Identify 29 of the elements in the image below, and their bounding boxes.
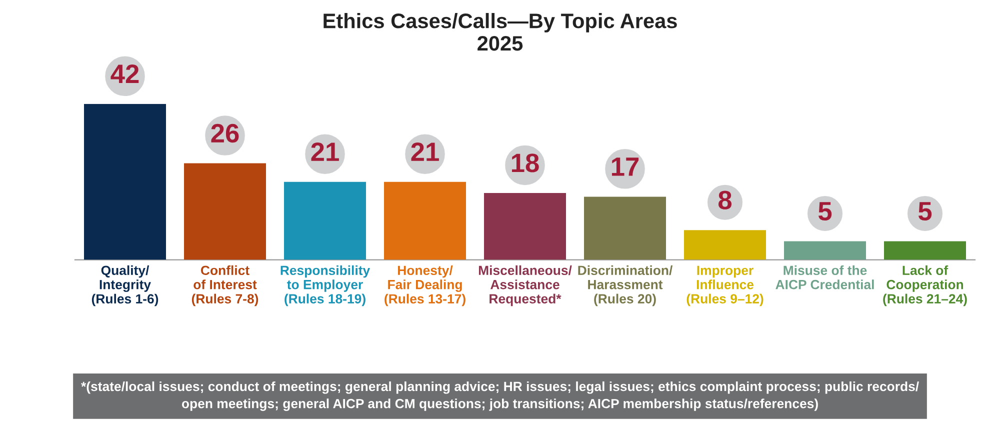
x-tick-label: Honesty/ Fair Dealing (Rules 13-17): [384, 265, 466, 306]
x-tick-label: Miscellaneous/ Assistance Requested*: [478, 265, 572, 306]
data-label: 8: [718, 190, 732, 210]
text: *(state/local issues; conduct of meetings; general planning advice; HR issues; legal issues; ethics complaint process; public records/ open meetings; general AICP and CM questions; job transitions; AICP membership status/references): [81, 381, 919, 411]
x-tick-label: Misuse of the AICP Credential: [776, 265, 874, 290]
data-label: 21: [411, 142, 439, 161]
data-label: 17: [612, 158, 639, 176]
x-tick-label: Responsibility to Employer (Rules 18-19): [280, 265, 370, 306]
bar: [484, 192, 566, 260]
data-label: 21: [311, 142, 339, 161]
bar: [284, 182, 366, 260]
bar: [784, 241, 866, 260]
bar: [84, 104, 166, 260]
data-label: 26: [211, 124, 239, 143]
x-tick-label: Lack of Cooperation (Rules 21–24): [883, 265, 967, 306]
x-tick-label: Quality/ Integrity (Rules 1-6): [92, 265, 158, 306]
bar: [184, 163, 266, 260]
x-tick-label: Improper Influence (Rules 9–12): [686, 266, 764, 306]
data-label: 5: [918, 202, 932, 221]
data-label: 18: [512, 154, 539, 172]
x-tick-label: Discrimination/ Harassment (Rules 20): [578, 265, 673, 306]
bar: [684, 230, 766, 260]
data-label: 5: [818, 202, 832, 221]
bar: [584, 196, 666, 260]
bar: [384, 182, 466, 260]
data-label: 42: [110, 64, 139, 83]
x-tick-label: Conflict of Interest (Rules 7-8): [192, 265, 258, 306]
chart-title: Ethics Cases/Calls—By Topic Areas 2025: [324, 12, 677, 51]
bar: [884, 241, 966, 260]
